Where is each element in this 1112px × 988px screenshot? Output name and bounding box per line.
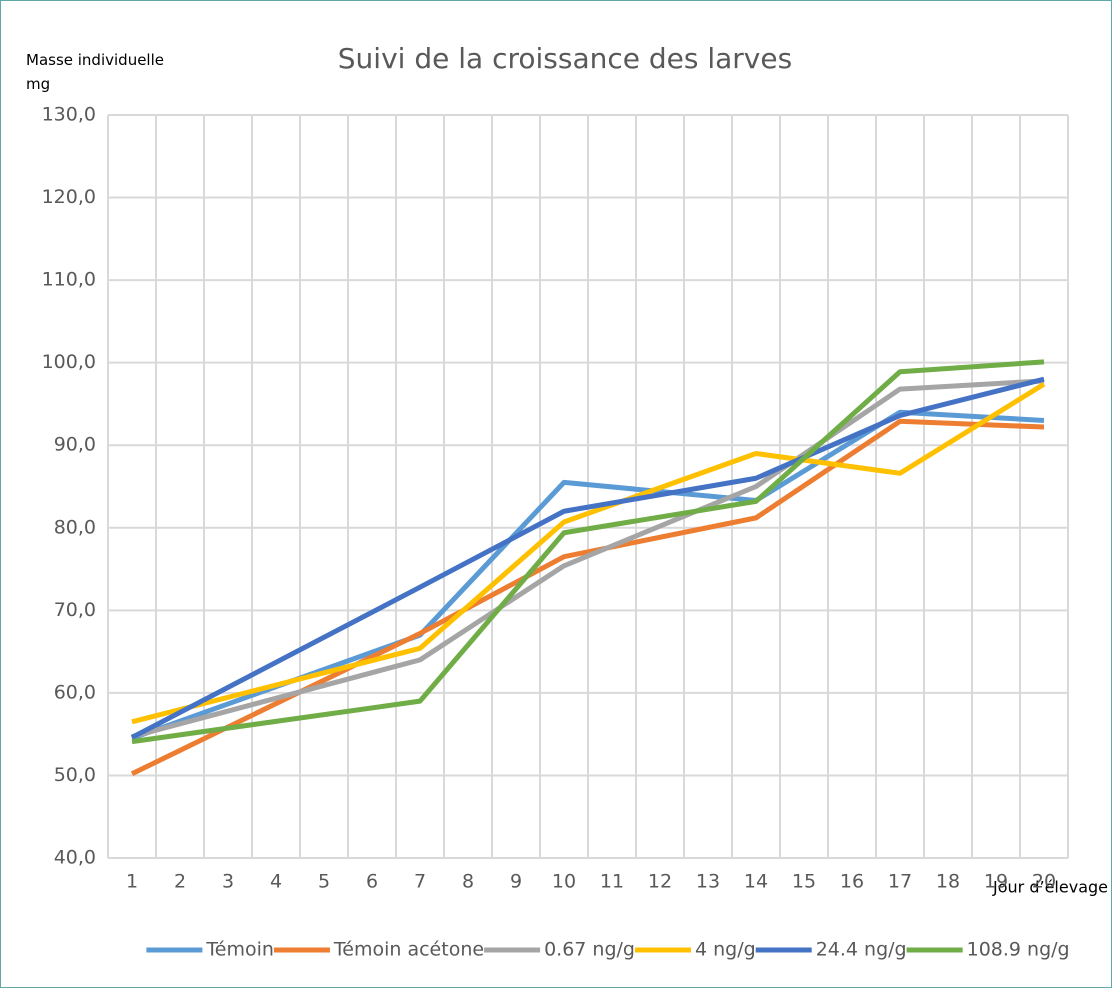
y-tick-label: 60,0 <box>54 681 96 703</box>
series-line <box>130 376 1045 740</box>
series-line <box>131 382 1046 725</box>
x-tick-label: 2 <box>174 871 186 893</box>
y-tick-label: 130,0 <box>42 104 96 126</box>
legend-label: 4 ng/g <box>695 939 756 961</box>
series-line <box>131 409 1045 741</box>
x-tick-label: 10 <box>552 871 576 893</box>
series-line <box>131 359 1045 745</box>
y-tick-label: 40,0 <box>54 847 96 869</box>
y-tick-label: 100,0 <box>42 351 96 373</box>
x-tick-label: 5 <box>318 871 330 893</box>
y-tick-label: 50,0 <box>54 764 96 786</box>
x-tick-label: 16 <box>840 871 864 893</box>
x-tick-label: 3 <box>222 871 234 893</box>
x-tick-label: 20 <box>1032 871 1056 893</box>
series-line <box>130 418 1045 777</box>
x-tick-label: 15 <box>792 871 816 893</box>
y-tick-label: 110,0 <box>42 269 96 291</box>
legend-label: 108.9 ng/g <box>967 939 1070 961</box>
series-line <box>131 378 1045 740</box>
x-tick-label: 6 <box>366 871 378 893</box>
y-tick-label: 80,0 <box>54 516 96 538</box>
x-tick-label: 17 <box>888 871 912 893</box>
y-tick-label: 90,0 <box>54 434 96 456</box>
legend-label: 24.4 ng/g <box>816 939 907 961</box>
chart-title: Suivi de la croissance des larves <box>338 42 792 75</box>
x-tick-label: 12 <box>648 871 672 893</box>
x-tick-label: 1 <box>126 871 138 893</box>
x-axis-label: Jour d’élevage <box>992 878 1108 897</box>
legend-label: Témoin acétone <box>333 939 484 961</box>
x-tick-label: 7 <box>414 871 426 893</box>
x-tick-label: 19 <box>984 871 1008 893</box>
y-tick-label: 70,0 <box>54 599 96 621</box>
legend-label: Témoin <box>205 939 274 961</box>
x-tick-label: 8 <box>462 871 474 893</box>
x-tick-label: 18 <box>936 871 960 893</box>
x-tick-label: 9 <box>510 871 522 893</box>
x-tick-label: 11 <box>600 871 624 893</box>
y-axis-label: Masse individuelle mg <box>26 51 164 93</box>
x-tick-label: 13 <box>696 871 720 893</box>
x-tick-label: 14 <box>744 871 768 893</box>
x-tick-label: 4 <box>270 871 282 893</box>
legend-label: 0.67 ng/g <box>544 939 635 961</box>
y-tick-label: 120,0 <box>42 186 96 208</box>
